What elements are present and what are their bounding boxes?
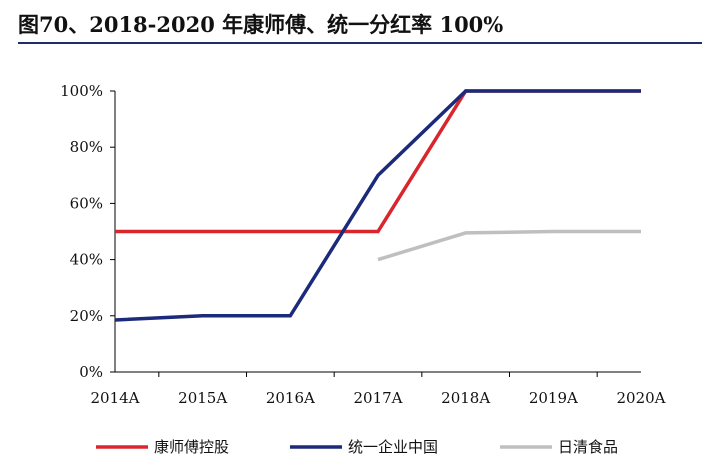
figure-title: 图70、2018-2020 年康师傅、统一分红率 100% <box>18 12 504 37</box>
y-tick-label: 20% <box>70 307 103 325</box>
x-tick-label: 2018A <box>441 389 490 407</box>
series-line-3 <box>377 229 641 262</box>
x-tick-label: 2015A <box>178 389 227 407</box>
y-tick-label: 0% <box>79 363 103 381</box>
x-tick-label: 2019A <box>529 389 578 407</box>
x-tick-label: 2017A <box>353 389 402 407</box>
legend-label-3: 日清食品 <box>558 438 618 456</box>
y-tick-label: 40% <box>70 251 103 269</box>
y-tick-label: 100% <box>60 82 103 100</box>
x-tick-label: 2014A <box>90 389 139 407</box>
y-tick-label: 80% <box>70 138 103 156</box>
legend-label-2: 统一企业中国 <box>348 438 438 456</box>
legend-label-1: 康师傅控股 <box>154 438 229 456</box>
series-line-2 <box>114 89 641 322</box>
x-tick-label: 2020A <box>616 389 665 407</box>
title-rule <box>18 42 702 44</box>
y-tick-label: 60% <box>70 194 103 212</box>
series-line-1 <box>115 89 641 234</box>
x-tick-label: 2016A <box>266 389 315 407</box>
